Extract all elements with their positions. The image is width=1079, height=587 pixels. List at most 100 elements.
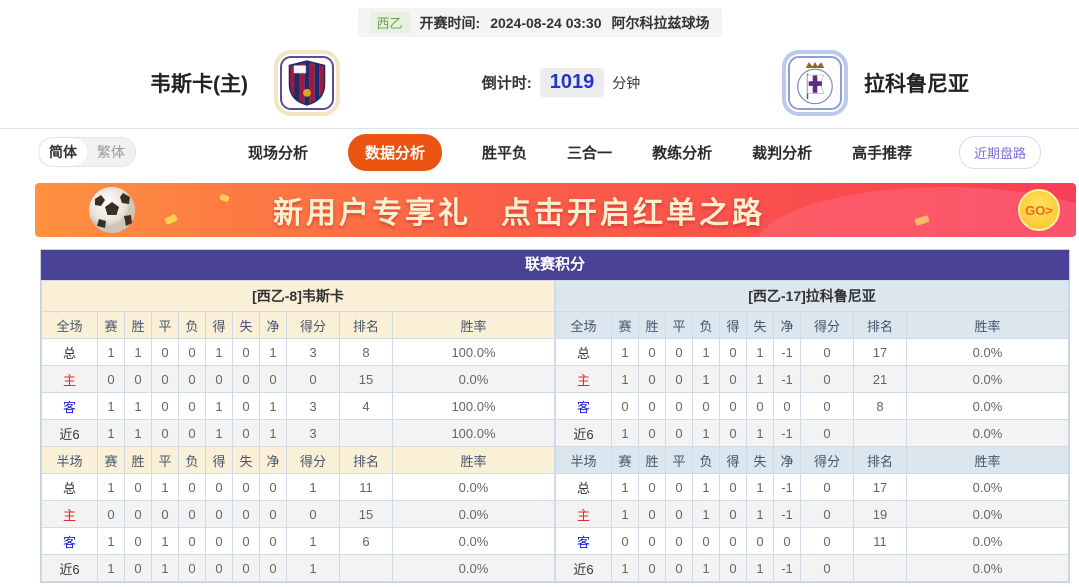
stat-cell: 1 [205,419,233,447]
banner-line2: 点击开启红单之路 [501,197,765,230]
stat-cell: 0 [151,500,179,528]
go-button[interactable]: GO> [1018,189,1060,231]
stat-cell: 1 [124,419,152,447]
kickoff-label: 开赛时间: [419,14,481,31]
stat-cell: 0 [719,365,747,393]
stat-cell: 0.0% [906,527,1069,555]
col-header: 胜 [638,311,666,339]
stat-cell: 0 [259,500,287,528]
stat-cell [339,419,393,447]
lang-simplified[interactable]: 简体 [39,138,87,166]
row-label: 总 [555,338,612,366]
stat-cell: 0 [611,392,639,420]
stat-cell: -1 [773,554,801,582]
stat-cell: 0 [232,392,260,420]
promo-banner[interactable]: 新用户专享礼 点击开启红单之路 GO> [35,183,1076,237]
home-fulltime-rows: 总 1 1 0 0 1 0 1 3 8 100.0% [41,338,555,447]
stat-cell: 1 [692,338,720,366]
stat-cell: 0 [205,554,233,582]
stat-cell: 1 [746,473,774,501]
row-label: 近6 [555,554,612,582]
stat-cell: 0.0% [392,554,555,582]
col-header: 负 [692,311,720,339]
row-label: 客 [41,527,98,555]
stat-cell: 0 [178,527,206,555]
nav-tab[interactable]: 裁判分析 [752,144,813,162]
confetti-icon [219,193,230,203]
col-header: 胜率 [392,311,555,339]
stat-cell: 1 [286,527,340,555]
stat-cell: 0.0% [392,500,555,528]
confetti-icon [914,215,930,226]
stat-cell: 0 [719,419,747,447]
home-team-table: [西乙-8]韦斯卡 全场 赛胜平负得失净得分 排名 胜率 总 1 1 0 [41,280,555,582]
stat-cell: 0 [638,365,666,393]
nav-tab[interactable]: 教练分析 [652,144,713,162]
stat-cell: 0 [178,365,206,393]
table-row: 近6 1 1 0 0 1 0 1 3 100.0% [41,419,555,447]
stat-cell: 0 [232,500,260,528]
away-fulltime-rows: 总 1 0 0 1 0 1 -1 0 17 0.0% [555,338,1069,447]
nav-tab[interactable]: 现场分析 [248,144,309,162]
stat-cell [339,554,393,582]
col-header: 平 [665,311,693,339]
kickoff-info: 西乙 开赛时间: 2024-08-24 03:30 阿尔科拉兹球场 [357,8,722,37]
stat-cell: 0 [124,554,152,582]
kickoff-time: 2024-08-24 03:30 [490,14,602,31]
nav-tab[interactable]: 数据分析 [348,133,443,171]
table-row: 客 1 0 1 0 0 0 0 1 6 0.0% [41,527,555,555]
stat-cell: 0 [692,527,720,555]
row-label: 客 [555,392,612,420]
stat-cell: 0.0% [906,365,1069,393]
stat-cell: 1 [692,500,720,528]
stat-cell: 0 [665,419,693,447]
stat-cell: 11 [853,527,907,555]
nav-tab[interactable]: 高手推荐 [852,144,913,162]
stat-cell: 0 [665,500,693,528]
stat-cell: 0 [719,527,747,555]
recent-odds-button[interactable]: 近期盘路 [958,135,1041,169]
table-row: 主 0 0 0 0 0 0 0 0 15 0.0% [41,500,555,528]
col-header: 失 [232,446,260,474]
stat-cell: 1 [205,338,233,366]
stat-cell: 17 [853,473,907,501]
table-row: 主 0 0 0 0 0 0 0 0 15 0.0% [41,365,555,393]
stat-cell: 1 [611,473,639,501]
league-points-table: 联赛积分 [西乙-8]韦斯卡 全场 赛胜平负得失净得分 排名 胜率 [40,249,1070,583]
stat-cell: 1 [286,554,340,582]
stat-cell: 17 [853,338,907,366]
stat-cell: 1 [97,338,125,366]
col-header: 排名 [339,446,393,474]
stat-cell: 100.0% [392,419,555,447]
col-header: 净 [773,311,801,339]
stat-cell: 0 [638,338,666,366]
row-label: 近6 [41,419,98,447]
nav-tab[interactable]: 胜平负 [482,144,528,162]
row-label: 总 [555,473,612,501]
table-row: 总 1 0 0 1 0 1 -1 0 17 0.0% [555,338,1069,366]
stat-cell: 0 [205,473,233,501]
top-info-bar: 西乙 开赛时间: 2024-08-24 03:30 阿尔科拉兹球场 [0,0,1079,37]
stat-cell: 0 [719,500,747,528]
language-toggle[interactable]: 简体 繁体 [38,137,136,167]
stat-cell: 0 [259,527,287,555]
col-header: 平 [665,446,693,474]
go-label: GO> [1025,202,1053,218]
stat-cell: 15 [339,365,393,393]
stat-cell: 0.0% [392,527,555,555]
stat-cell: 1 [692,554,720,582]
table-row: 客 0 0 0 0 0 0 0 0 11 0.0% [555,527,1069,555]
nav-tab[interactable]: 三合一 [567,144,613,162]
banner-line1: 新用户专享礼 [273,197,471,230]
confetti-icon [164,213,178,226]
col-header: 平 [151,446,179,474]
nav-tabs: 现场分析 数据分析 胜平负 三合一 教练分析 裁判分析 高手推荐 [248,133,913,171]
lang-traditional[interactable]: 繁体 [97,144,125,160]
stat-cell: 0 [97,500,125,528]
stat-cell: 0 [665,365,693,393]
stat-cell: -1 [773,365,801,393]
home-halftime-rows: 总 1 0 1 0 0 0 0 1 11 0.0% [41,473,555,582]
home-section-title: [西乙-8]韦斯卡 [41,280,555,312]
stat-cell: -1 [773,473,801,501]
col-header: 赛 [97,446,125,474]
